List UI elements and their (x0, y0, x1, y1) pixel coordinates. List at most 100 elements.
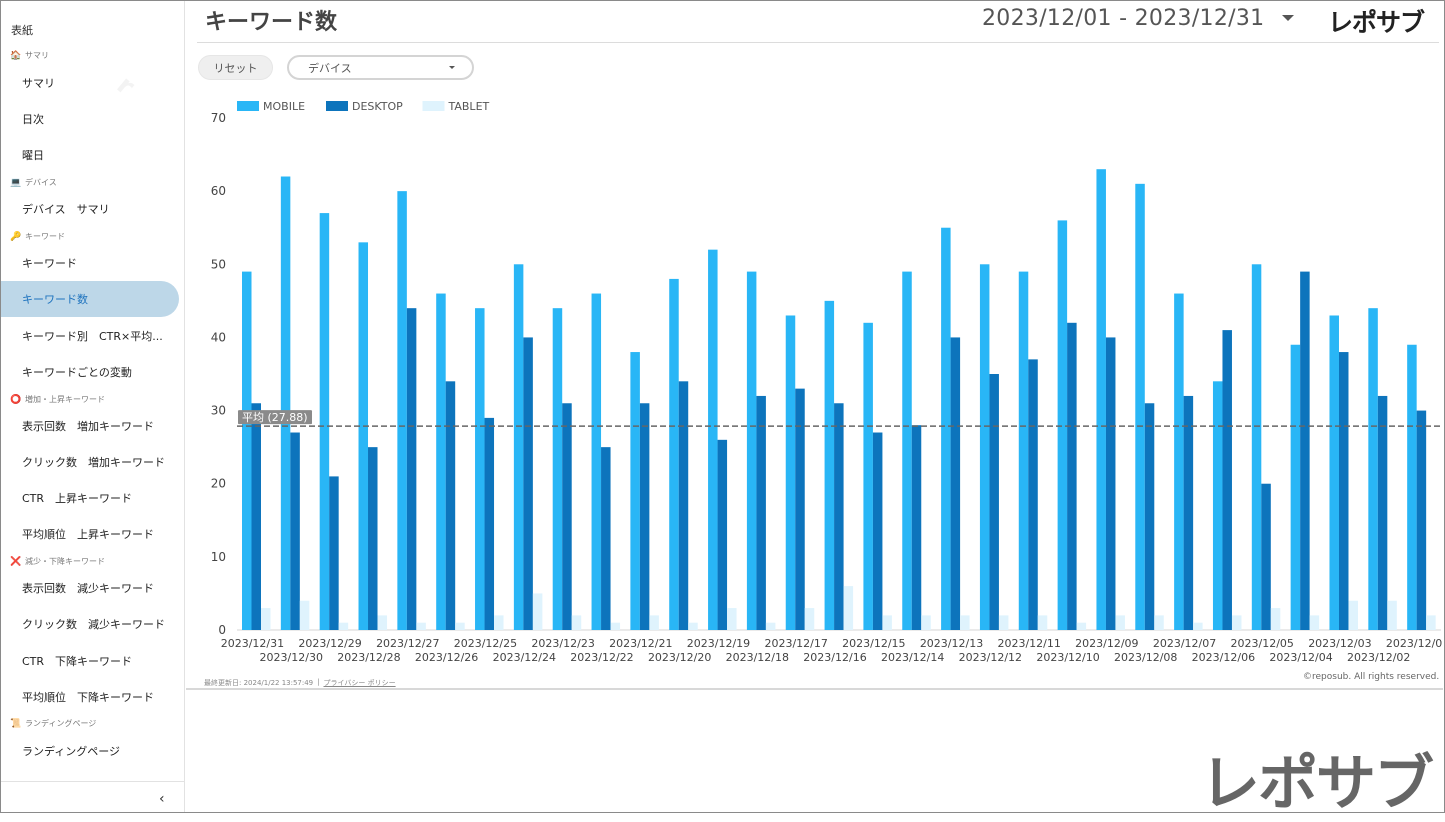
device-dropdown[interactable]: デバイス (287, 55, 474, 80)
bar-mobile (319, 213, 330, 630)
sidebar-section-label: 減少・下降キーワード (25, 557, 105, 566)
bar-mobile (280, 176, 291, 630)
bar-tablet (921, 615, 931, 630)
keyword-count-chart: 0102030405060702023/12/312023/12/302023/… (211, 100, 1443, 664)
bar-mobile (1057, 220, 1068, 630)
bar-tablet (765, 622, 776, 630)
footer-separator: | (317, 678, 320, 686)
bar-tablet (1115, 615, 1125, 630)
sidebar-item[interactable]: キーワード数 (1, 281, 179, 317)
sidebar-item[interactable]: ランディングページ (22, 745, 121, 758)
sidebar-item[interactable]: CTR 下降キーワード (22, 655, 133, 668)
privacy-policy-link[interactable]: プライバシー ポリシー (323, 679, 396, 687)
bar-tablet (843, 586, 854, 630)
bar-desktop (1300, 271, 1310, 630)
bar-desktop (950, 337, 961, 630)
reset-button[interactable]: リセット (198, 55, 273, 80)
sidebar-section-label: サマリ (25, 51, 49, 60)
bar-tablet (804, 608, 815, 630)
card-divider (186, 688, 1443, 690)
sidebar-section-label: ランディングページ (25, 719, 97, 728)
sidebar-section-header: 📜 ランディングページ (10, 718, 96, 729)
bar-tablet (1309, 615, 1320, 630)
bar-tablet (571, 615, 582, 630)
x-tick-label: 2023/12/09 (1075, 637, 1138, 650)
bar-desktop (1222, 330, 1232, 630)
x-tick-label: 2023/12/01 (1386, 637, 1443, 650)
bar-mobile (669, 278, 679, 630)
bar-desktop (406, 308, 417, 630)
bar-mobile (552, 308, 563, 630)
bar-mobile (785, 315, 796, 630)
sidebar-item[interactable]: キーワード (22, 257, 77, 270)
bar-mobile (397, 191, 407, 630)
x-tick-label: 2023/12/12 (959, 651, 1022, 664)
collapse-sidebar-icon[interactable]: ‹ (159, 791, 165, 807)
brand-logo: レポサブ (1328, 8, 1425, 37)
bar-mobile (1329, 315, 1339, 630)
bar-tablet (494, 615, 504, 630)
bar-mobile (1135, 183, 1145, 630)
sidebar-item[interactable]: 日次 (22, 113, 44, 126)
date-range-selector[interactable]: 2023/12/01 - 2023/12/31 (982, 6, 1265, 31)
bar-desktop (911, 425, 922, 630)
bar-desktop (562, 403, 572, 630)
x-tick-label: 2023/12/18 (726, 651, 789, 664)
bar-tablet (610, 622, 621, 630)
bar-desktop (1105, 337, 1116, 630)
average-label-bg (238, 410, 312, 425)
x-tick-label: 2023/12/24 (493, 651, 556, 664)
bar-mobile (242, 271, 252, 630)
bar-desktop (329, 476, 339, 630)
sidebar-item[interactable]: 表示回数 増加キーワード (22, 420, 154, 433)
home-icon: 🏠 (10, 50, 22, 61)
bar-desktop (989, 374, 999, 630)
x-tick-label: 2023/12/14 (881, 651, 944, 664)
bar-tablet (1270, 608, 1281, 630)
sidebar-item[interactable]: クリック数 減少キーワード (22, 618, 165, 631)
sidebar-item[interactable]: 曜日 (22, 149, 44, 162)
bar-mobile (513, 264, 524, 630)
bar-tablet (649, 615, 659, 630)
sidebar-item[interactable]: クリック数 増加キーワード (22, 456, 165, 469)
x-tick-label: 2023/12/21 (609, 637, 672, 650)
x-tick-label: 2023/12/04 (1269, 651, 1332, 664)
sidebar-section-header: 💻 デバイス (10, 177, 57, 188)
x-tick-label: 2023/12/15 (842, 637, 905, 650)
bar-mobile (630, 352, 640, 630)
sidebar-item[interactable]: キーワード別 CTR×平均... (22, 330, 163, 343)
bar-desktop (251, 403, 261, 630)
bar-desktop (523, 337, 533, 630)
sidebar-item[interactable]: 平均順位 上昇キーワード (22, 528, 154, 541)
bar-desktop (1261, 483, 1271, 630)
sidebar-item[interactable]: CTR 上昇キーワード (22, 492, 133, 505)
bar-desktop (1183, 395, 1194, 630)
bar-tablet (688, 622, 698, 630)
bar-desktop (639, 403, 650, 630)
bar-desktop (834, 403, 844, 630)
bar-tablet (1076, 622, 1087, 630)
sidebar-item-cover[interactable]: 表紙 (11, 24, 33, 37)
sidebar-item[interactable]: サマリ (22, 77, 55, 90)
bar-mobile (1290, 344, 1301, 630)
sidebar-item[interactable]: 平均順位 下降キーワード (22, 691, 154, 704)
bar-tablet (261, 608, 271, 630)
x-tick-label: 2023/12/10 (1036, 651, 1099, 664)
caret-down-icon[interactable] (1282, 15, 1294, 21)
bar-mobile (436, 293, 446, 630)
bar-tablet (377, 615, 388, 630)
legend-label: TABLET (448, 100, 490, 113)
sidebar-item[interactable]: デバイス サマリ (22, 203, 110, 216)
header-divider (197, 42, 1439, 43)
laptop-icon: 💻 (10, 177, 22, 188)
x-tick-label: 2023/12/19 (687, 637, 750, 650)
x-tick-label: 2023/12/23 (531, 637, 594, 650)
x-tick-label: 2023/12/05 (1231, 637, 1294, 650)
x-tick-label: 2023/12/31 (221, 637, 284, 650)
bar-desktop (601, 447, 611, 630)
x-tick-label: 2023/12/08 (1114, 651, 1177, 664)
bar-mobile (1212, 381, 1223, 630)
x-tick-label: 2023/12/28 (337, 651, 400, 664)
sidebar-item[interactable]: キーワードごとの変動 (22, 366, 132, 379)
sidebar-item[interactable]: 表示回数 減少キーワード (22, 582, 154, 595)
